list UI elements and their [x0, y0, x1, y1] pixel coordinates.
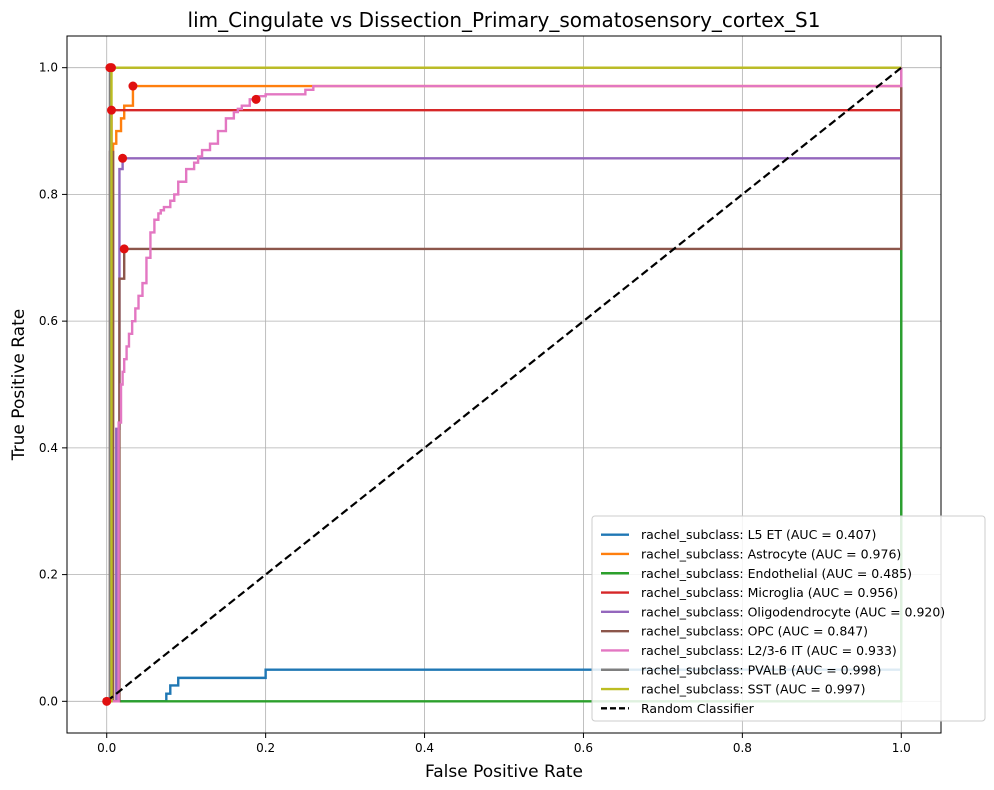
y-tick-label: 0.6	[39, 314, 58, 328]
series-line-0	[106, 67, 903, 703]
legend-label-8: rachel_subclass: SST (AUC = 0.997)	[641, 682, 865, 697]
x-tick-label: 0.0	[97, 741, 116, 755]
origin-marker	[102, 696, 112, 706]
optimal-markers	[102, 63, 261, 706]
optimal-point-marker-5	[119, 244, 129, 254]
x-axis-ticks: 0.0 0.2 0.4 0.6 0.8 1.0	[97, 733, 911, 755]
optimal-point-marker-6	[251, 94, 261, 104]
legend-label-1: rachel_subclass: Astrocyte (AUC = 0.976)	[641, 546, 901, 561]
legend-label-3: rachel_subclass: Microglia (AUC = 0.956)	[641, 585, 898, 600]
x-tick-label: 1.0	[892, 741, 911, 755]
legend-label-6: rachel_subclass: L2/3-6 IT (AUC = 0.933)	[641, 643, 897, 658]
optimal-point-marker-1	[128, 81, 138, 91]
optimal-point-marker-8	[106, 63, 116, 73]
y-tick-label: 0.0	[39, 694, 58, 708]
legend-label-4: rachel_subclass: Oligodendrocyte (AUC = …	[641, 604, 945, 619]
optimal-point-marker-3	[106, 105, 116, 115]
x-tick-label: 0.6	[574, 741, 593, 755]
grid	[67, 36, 941, 733]
legend-label-2: rachel_subclass: Endothelial (AUC = 0.48…	[641, 566, 912, 581]
plot-frame	[66, 35, 942, 734]
optimal-point-marker-4	[118, 153, 128, 163]
x-axis-label: False Positive Rate	[425, 762, 583, 782]
x-tick-label: 0.8	[733, 741, 752, 755]
legend-label-5: rachel_subclass: OPC (AUC = 0.847)	[641, 624, 868, 639]
series-line-4	[106, 67, 903, 703]
x-tick-label: 0.4	[415, 741, 434, 755]
legend-box	[591, 515, 986, 722]
legend: rachel_subclass: L5 ET (AUC = 0.407) rach…	[591, 515, 986, 722]
y-axis-ticks: 0.0 0.2 0.4 0.6 0.8 1.0	[39, 61, 67, 708]
series-line-9	[106, 66, 902, 703]
y-tick-label: 0.8	[39, 187, 58, 201]
y-axis-label: True Positive Rate	[9, 309, 29, 461]
series-line-6	[106, 67, 903, 703]
y-tick-label: 0.4	[39, 441, 58, 455]
legend-label-0: rachel_subclass: L5 ET (AUC = 0.407)	[641, 527, 876, 542]
y-tick-label: 1.0	[39, 61, 58, 75]
legend-label-7: rachel_subclass: PVALB (AUC = 0.998)	[641, 662, 881, 677]
x-tick-label: 0.2	[256, 741, 275, 755]
chart-title: lim_Cingulate vs Dissection_Primary_soma…	[188, 8, 821, 32]
y-tick-label: 0.2	[39, 568, 58, 582]
legend-label-9: Random Classifier	[641, 701, 755, 716]
